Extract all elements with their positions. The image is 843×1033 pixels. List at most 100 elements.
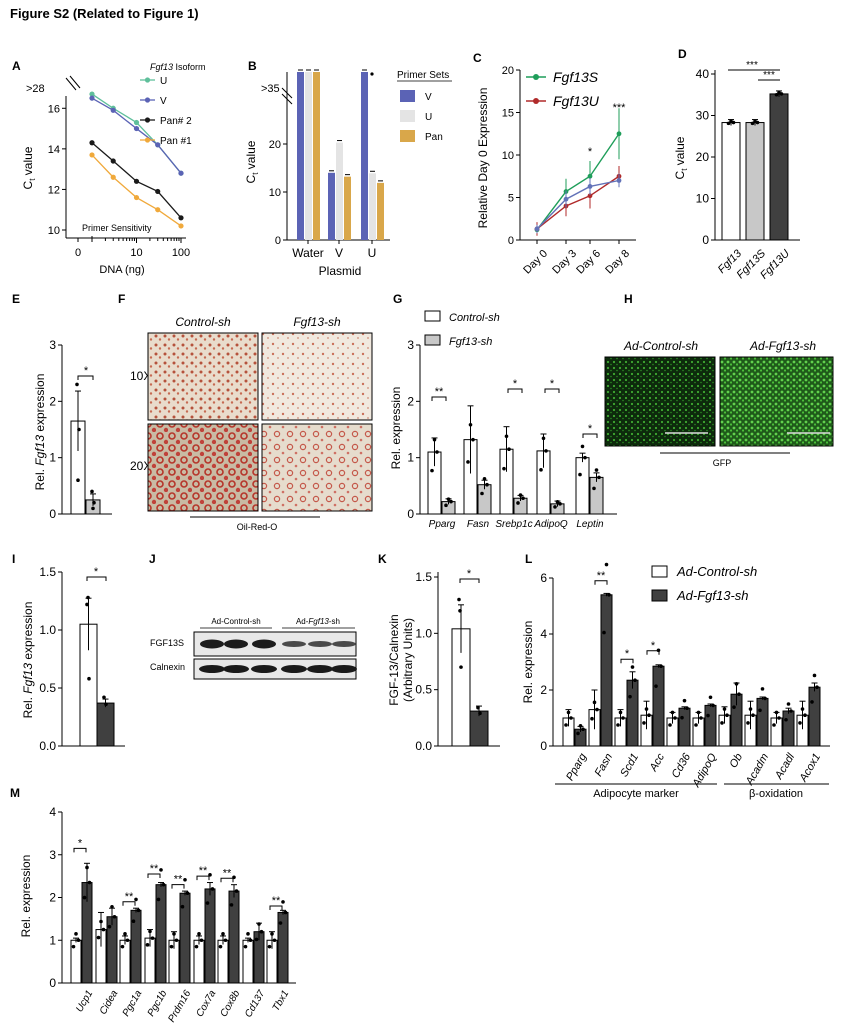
data-point: [123, 932, 127, 936]
band-fgf13s: [282, 641, 306, 647]
data-point: [148, 929, 152, 934]
bar: [469, 710, 489, 747]
data-point: [145, 943, 150, 947]
data-point: [592, 486, 596, 491]
data-point: [670, 710, 675, 715]
plot-area: [70, 382, 101, 515]
bar: [589, 476, 604, 515]
series-point: [155, 188, 161, 195]
data-point: [270, 932, 274, 936]
bar: [369, 173, 376, 240]
significance: *: [625, 648, 630, 660]
y-tick-label: 0.0: [415, 739, 432, 753]
series-point: [178, 223, 184, 229]
band-fgf13s: [224, 639, 248, 649]
data-point: [248, 938, 253, 943]
y-tick-label: 4: [49, 805, 56, 819]
data-point: [731, 120, 736, 125]
y-tick-label: 2: [49, 394, 56, 408]
sig-bracket: [86, 576, 107, 581]
data-point: [720, 721, 724, 725]
series-point: [563, 196, 569, 202]
data-point: [644, 707, 649, 711]
data-point: [604, 562, 609, 567]
series-point: [110, 107, 116, 113]
y-tick-label: 30: [696, 109, 710, 123]
y-tick-label: 3: [407, 338, 414, 352]
panel-label-a: A: [12, 59, 21, 73]
significance: **: [272, 895, 281, 907]
legend-label: Control-sh: [449, 312, 500, 324]
significance: **: [435, 386, 444, 398]
data-point: [516, 501, 520, 505]
band-calnexin: [251, 665, 277, 673]
data-point: [96, 935, 101, 940]
legend-label: Fgf13-sh: [449, 336, 492, 348]
panel-label-i: I: [12, 552, 15, 566]
data-point: [597, 475, 601, 480]
y-tick-label: 0.5: [415, 683, 432, 697]
significance: *: [513, 378, 518, 390]
legend-label: Fgf13U: [553, 93, 600, 109]
data-point: [223, 938, 228, 943]
sig-bracket: [196, 875, 210, 881]
y-ticks: 0 1 2 3: [407, 338, 420, 521]
data-point: [774, 92, 779, 97]
data-point: [760, 687, 765, 691]
data-point: [633, 678, 637, 682]
x-tick-label: Acox1: [797, 751, 823, 784]
x-tick-label: Cidea: [98, 988, 121, 1017]
data-point: [798, 721, 802, 725]
significance: *: [467, 568, 472, 580]
y-tick-label: 4: [540, 627, 547, 641]
data-point: [430, 468, 434, 473]
y-tick-label: 0: [508, 235, 514, 247]
data-point: [680, 715, 684, 720]
band-calnexin: [199, 665, 225, 673]
legend-label: Ad-Fgf13-sh: [676, 588, 749, 603]
data-point: [159, 868, 163, 872]
y-axis-label: Rel. Fgf13 expression: [21, 602, 35, 719]
data-point: [726, 121, 731, 126]
series-point: [155, 207, 161, 213]
data-point: [578, 724, 583, 728]
x-tick-label: Pgc1b: [146, 988, 170, 1018]
data-point: [553, 505, 557, 509]
series-point: [534, 226, 540, 232]
series-point: [616, 131, 622, 137]
data-point: [576, 731, 580, 736]
y-ticks: 0 5 10 15 20: [502, 65, 520, 247]
significance: *: [550, 378, 555, 390]
panel-label-k: K: [378, 552, 387, 566]
data-point: [172, 932, 176, 936]
bar: [769, 93, 789, 241]
data-point: [555, 500, 560, 504]
data-point: [566, 710, 571, 715]
group-label-beta-oxidation: β-oxidation: [749, 788, 803, 800]
data-point: [87, 880, 92, 885]
x-tick-label: Srebp1c: [495, 519, 532, 530]
data-point: [647, 713, 651, 717]
panel-e: E 0 1 2 3 Rel. Fgf13 expression *: [12, 292, 112, 521]
bar: [782, 710, 795, 747]
data-point: [774, 710, 779, 715]
legend-swatch: [651, 565, 668, 578]
x-tick-label: Day 0: [521, 248, 550, 277]
data-point: [92, 500, 96, 505]
data-point: [169, 944, 174, 949]
y-tick-label: 1.5: [39, 565, 56, 579]
micrograph-control-20x: [147, 423, 259, 512]
data-point: [136, 908, 141, 913]
figure-title: Figure S2 (Related to Figure 1): [10, 6, 199, 21]
series-line: [91, 154, 182, 227]
bar: [756, 697, 769, 747]
sig-bracket: [646, 650, 660, 655]
data-point: [120, 944, 125, 949]
legend-title: Primer Sets: [397, 70, 449, 81]
x-tick-label: Ob: [727, 751, 745, 770]
row-label-20x: 20X: [130, 459, 151, 473]
data-point: [134, 897, 138, 902]
data-point: [521, 496, 525, 501]
sig-bracket: [171, 884, 185, 889]
